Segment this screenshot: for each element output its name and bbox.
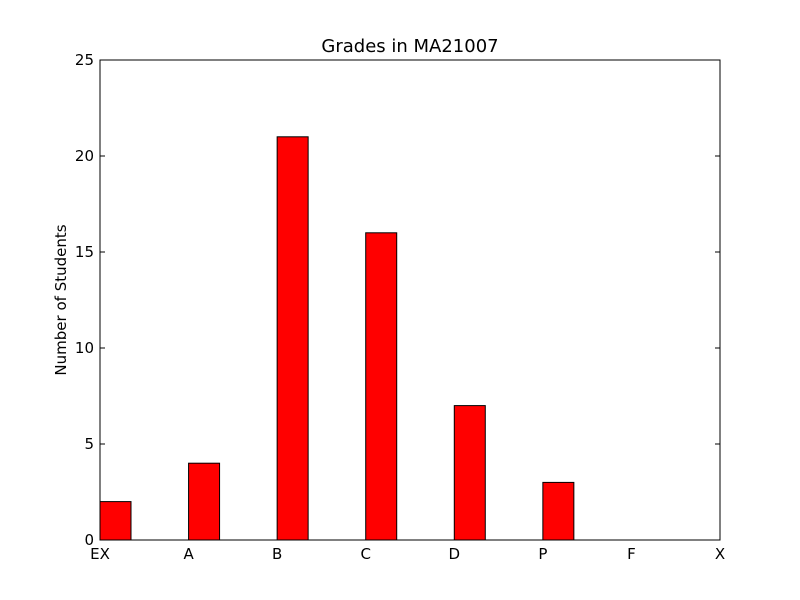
x-tick-label-x: X (715, 545, 725, 563)
y-tick-label: 20 (75, 147, 94, 165)
y-ticks-group: 0 5 10 15 20 25 (75, 51, 720, 549)
y-tick-label: 25 (75, 51, 94, 69)
x-tick-label-f: F (627, 545, 636, 563)
bar-d (453, 405, 486, 541)
x-tick-label-c: C (360, 545, 370, 563)
y-tick-label: 5 (84, 435, 94, 453)
plot-frame (99, 59, 721, 541)
x-tick-label-b: B (272, 545, 282, 563)
y-tick-label: 10 (75, 339, 94, 357)
bar-c (365, 232, 398, 541)
y-tick-label: 15 (75, 243, 94, 261)
y-axis-label: Number of Students (52, 224, 70, 375)
bar-a (188, 462, 221, 541)
x-ticks-group: EX A B C D P F X (90, 545, 725, 563)
x-tick-label-ex: EX (90, 545, 110, 563)
bar-p (542, 481, 575, 541)
x-tick-label-d: D (449, 545, 461, 563)
y-tick-label: 0 (84, 531, 94, 549)
x-tick-label-p: P (538, 545, 547, 563)
bars-group (99, 136, 575, 541)
bar-ex (99, 501, 132, 541)
chart-title: Grades in MA21007 (321, 36, 498, 57)
x-tick-label-a: A (183, 545, 194, 563)
bar-b (276, 136, 309, 541)
